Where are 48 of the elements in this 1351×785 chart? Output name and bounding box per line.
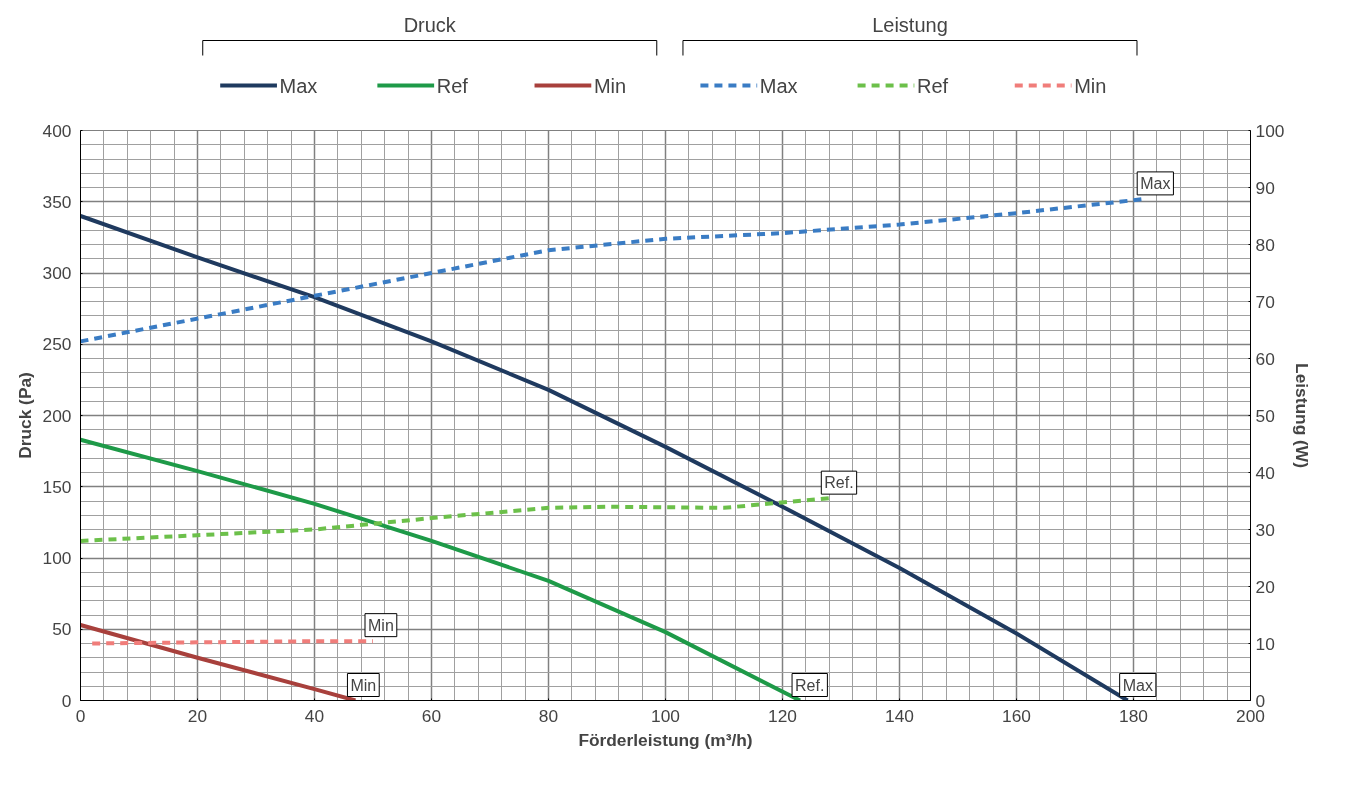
line-series <box>80 496 832 543</box>
y2-tick-label: 90 <box>1255 177 1275 198</box>
annotation: Ref. <box>795 676 825 694</box>
legend-label: Min <box>593 74 627 97</box>
annotation: Max <box>1122 676 1153 694</box>
y-tick-label: 300 <box>42 263 72 283</box>
x-tick-label: 40 <box>304 705 325 726</box>
y2-tick-label: 60 <box>1255 348 1275 369</box>
y2-tick-label: 0 <box>1255 690 1266 711</box>
x-axis-title: Förderleistung (m³/h) <box>578 729 753 750</box>
y2-tick-label: 10 <box>1255 633 1275 654</box>
y-tick-label: 150 <box>42 476 72 497</box>
y-tick-label: 200 <box>42 405 72 426</box>
annotation: Min <box>350 676 377 694</box>
annotation: Max <box>1140 174 1171 192</box>
y-tick-label: 350 <box>42 191 72 212</box>
x-tick-label: 20 <box>187 705 208 726</box>
y-tick-label: 400 <box>42 120 72 141</box>
y2-tick-label: 100 <box>1255 120 1285 141</box>
x-tick-label: 0 <box>75 705 86 726</box>
x-tick-label: 60 <box>421 705 442 726</box>
legend-label: Max <box>279 74 318 97</box>
y-tick-label: 250 <box>42 334 72 355</box>
text: Druck <box>403 13 457 36</box>
legend-label: Ref <box>916 74 949 97</box>
legend-label: Ref <box>436 74 469 97</box>
y2-tick-label: 50 <box>1255 405 1275 426</box>
annotation: Min <box>368 616 394 634</box>
legend-label: Max <box>759 74 798 97</box>
legend-label: Min <box>1074 74 1107 97</box>
y2-tick-label: 80 <box>1255 234 1275 255</box>
x-tick-label: 80 <box>538 705 559 726</box>
y-tick-label: 0 <box>61 690 72 711</box>
x-tick-label: 120 <box>768 705 797 726</box>
y-axis-title: Druck (Pa) <box>14 372 35 459</box>
y2-axis-title: Leistung (W) <box>1292 363 1313 468</box>
x-tick-label: 140 <box>885 705 914 726</box>
y2-tick-label: 70 <box>1255 291 1275 312</box>
x-tick-label: 180 <box>1119 705 1148 726</box>
annotation: Ref. <box>824 474 854 492</box>
y-tick-label: 100 <box>42 548 72 568</box>
x-tick-label: 100 <box>651 705 680 726</box>
y2-tick-label: 40 <box>1255 462 1275 483</box>
y2-tick-label: 30 <box>1255 519 1275 540</box>
x-tick-label: 160 <box>1002 705 1031 726</box>
text: Leistung <box>872 13 948 36</box>
y-tick-label: 50 <box>52 619 72 640</box>
y2-tick-label: 20 <box>1255 576 1275 597</box>
